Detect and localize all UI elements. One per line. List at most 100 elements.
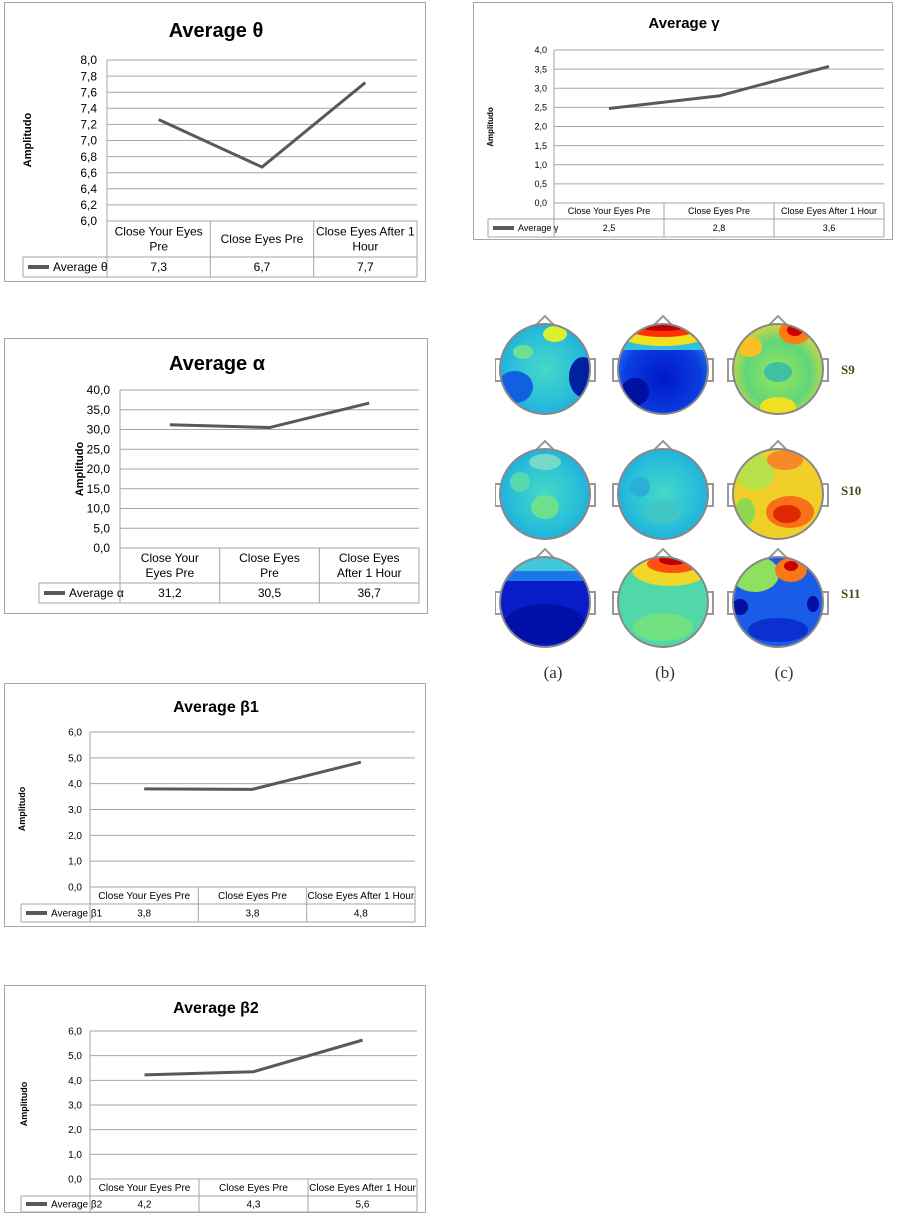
y-tick-label: 0,0 (534, 198, 547, 208)
chart-svg: Average γ Amplitudo 0,0 0,5 1,0 1,5 2,0 2,5 3,0 3… (486, 15, 885, 238)
head-map-s9-a (494, 314, 596, 415)
category-label: Close Eyes (339, 551, 400, 565)
chart-title: Average α (169, 353, 266, 375)
chart-average-gamma: Average γ Amplitudo 0,0 0,5 1,0 1,5 2,0 2,5 3,0 3… (473, 2, 893, 240)
y-tick-label: 15,0 (87, 482, 111, 496)
y-tick-label: 4,0 (68, 1076, 82, 1087)
y-tick-label: 2,0 (534, 122, 547, 132)
y-tick-label: 6,4 (80, 182, 97, 196)
y-tick-label: 5,0 (93, 521, 110, 535)
chart-title: Average β1 (173, 699, 259, 716)
head-map-s11-c (727, 547, 829, 648)
category-label: Close Your (141, 551, 199, 565)
y-tick-label: 40,0 (87, 383, 111, 397)
legend-label: Average θ (53, 260, 108, 274)
chart-title: Average γ (648, 15, 720, 32)
y-tick-label: 1,0 (534, 160, 547, 170)
category-label: Close Eyes After 1 Hour (309, 1183, 416, 1194)
column-label-c: (c) (775, 663, 794, 682)
row-label-s9: S9 (841, 362, 855, 377)
data-value-cell: 3,6 (823, 223, 836, 233)
row-label-s10: S10 (841, 483, 861, 498)
y-tick-label: 6,0 (68, 1027, 82, 1038)
head-map-s10-c (727, 439, 829, 540)
data-value-cell: 3,8 (137, 909, 151, 920)
y-tick-label: 0,0 (68, 1175, 82, 1186)
chart-svg: Average α Amplitudo 0,0 5,0 10,0 15,0 20,0 25,0… (38, 353, 420, 604)
legend-label: Average β2 (51, 1200, 103, 1211)
legend-label: Average γ (518, 223, 559, 233)
data-value-cell: 4,8 (354, 909, 368, 920)
y-tick-label: 7,6 (80, 85, 97, 99)
y-tick-label: 3,5 (534, 64, 547, 74)
category-label: Pre (149, 240, 168, 254)
y-tick-label: 6,0 (80, 214, 97, 228)
data-value-cell: 4,3 (247, 1200, 261, 1211)
chart-svg: Average β1 Amplitudo 0,0 1,0 2,0 3,0 4,0 5,0 6,0… (17, 699, 416, 923)
data-value-cell: 30,5 (258, 586, 282, 600)
y-axis-label: Amplitudo (22, 113, 34, 168)
category-label: Close Eyes Pre (218, 891, 287, 902)
y-tick-label: 0,5 (534, 179, 547, 189)
chart-svg: Average θ Amplitudo 6,0 6,2 6,4 6,6 6,8 7,0 7,2 7… (22, 20, 418, 278)
y-tick-label: 6,8 (80, 150, 97, 164)
head-map-s10-b (612, 439, 714, 540)
y-axis-label: Amplitudo (74, 442, 86, 497)
head-map-s9-c (727, 314, 829, 415)
y-tick-label: 7,8 (80, 69, 97, 83)
chart-average-beta2: Average β2 Amplitudo 0,0 1,0 2,0 3,0 4,0 5,0 6,0… (4, 985, 426, 1213)
y-tick-label: 2,0 (68, 1125, 82, 1136)
y-tick-label: 30,0 (87, 423, 111, 437)
y-tick-label: 35,0 (87, 403, 111, 417)
head-map-s11-b (612, 547, 714, 648)
category-label: Close Eyes Pre (219, 1183, 288, 1194)
category-label: Close Your Eyes Pre (99, 1183, 191, 1194)
y-tick-label: 2,0 (68, 831, 82, 842)
series-line (169, 401, 370, 430)
head-map-s10-a (494, 439, 596, 540)
chart-title: Average θ (169, 20, 264, 42)
row-label-s11: S11 (841, 586, 861, 601)
y-tick-label: 6,0 (68, 728, 82, 739)
series-line (144, 760, 362, 791)
y-tick-label: 4,0 (68, 779, 82, 790)
y-tick-label: 7,0 (80, 134, 97, 148)
y-tick-label: 4,0 (534, 45, 547, 55)
category-label: Close Eyes After 1 (316, 225, 415, 239)
y-tick-label: 1,0 (68, 1150, 82, 1161)
category-label: Close Your Eyes Pre (98, 891, 190, 902)
series-line (144, 1038, 363, 1077)
category-label: Close Eyes (239, 551, 300, 565)
y-tick-label: 0,0 (68, 883, 82, 894)
category-label: Close Eyes After 1 Hour (781, 206, 877, 216)
data-value-cell: 4,2 (138, 1200, 152, 1211)
chart-title: Average β2 (173, 1000, 259, 1017)
category-label: Hour (352, 240, 378, 254)
chart-svg: Average β2 Amplitudo 0,0 1,0 2,0 3,0 4,0 5,0 6,0… (19, 1000, 418, 1213)
category-label: Close Eyes Pre (221, 232, 304, 246)
y-tick-label: 25,0 (87, 442, 111, 456)
y-tick-label: 6,2 (80, 198, 97, 212)
y-tick-label: 0,0 (93, 541, 110, 555)
y-tick-label: 8,0 (80, 53, 97, 67)
y-axis-label: Amplitudo (19, 1081, 29, 1126)
data-value-cell: 7,7 (357, 260, 374, 274)
y-axis-label: Amplitudo (486, 107, 495, 147)
data-value-cell: 31,2 (158, 586, 182, 600)
y-tick-label: 5,0 (68, 1051, 82, 1062)
chart-average-theta: Average θ Amplitudo 6,0 6,2 6,4 6,6 6,8 7,0 7,2 7… (4, 2, 426, 282)
series-line (158, 81, 367, 169)
y-tick-label: 3,0 (68, 805, 82, 816)
chart-average-alpha: Average α Amplitudo 0,0 5,0 10,0 15,0 20,0 25,0… (4, 338, 428, 614)
data-value-cell: 2,8 (713, 223, 726, 233)
legend-label: Average β1 (51, 909, 103, 920)
legend-label: Average α (69, 586, 124, 600)
head-map-s11-a (494, 547, 596, 648)
category-label: Close Eyes Pre (688, 206, 750, 216)
data-value-cell: 3,8 (246, 909, 260, 920)
category-label: After 1 Hour (337, 566, 402, 580)
column-label-b: (b) (655, 663, 675, 682)
y-tick-label: 2,5 (534, 103, 547, 113)
y-tick-label: 3,0 (534, 83, 547, 93)
data-value-cell: 2,5 (603, 223, 616, 233)
